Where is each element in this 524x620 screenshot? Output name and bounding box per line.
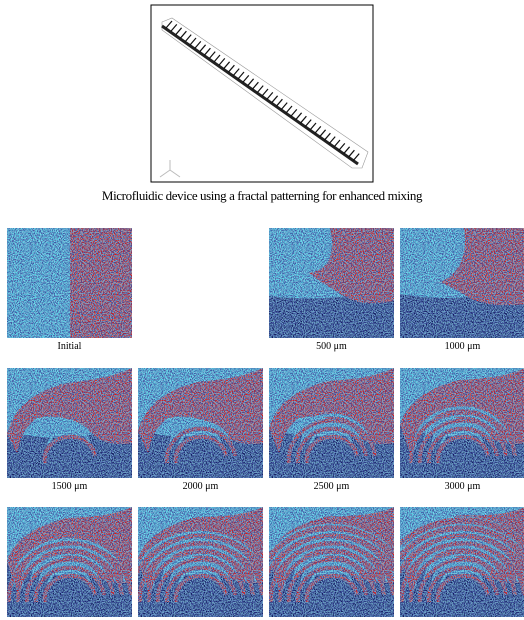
channel-mark: [280, 102, 288, 110]
mixing-panel: [7, 507, 132, 617]
speckle: [400, 228, 524, 338]
panel-image: [138, 368, 263, 478]
device-drawing: [150, 4, 374, 183]
mixing-panel: 1000 μm: [400, 228, 524, 352]
channel-mark: [285, 105, 293, 114]
panel-label: 1500 μm: [52, 481, 88, 492]
channel-mark: [223, 61, 231, 70]
channel-mark: [242, 75, 250, 83]
channel-mark: [175, 27, 183, 36]
mixing-panel: 500 μm: [269, 228, 394, 352]
panel-image: [7, 507, 132, 617]
channel-mark: [319, 129, 327, 138]
speckle: [269, 228, 394, 338]
channel-mark: [304, 119, 312, 127]
panel-image: [400, 228, 524, 338]
panel-image: [138, 507, 263, 617]
channel-mark: [232, 68, 240, 76]
speckle: [138, 507, 263, 617]
mixing-panel: 2500 μm: [269, 368, 394, 492]
panel-image: [7, 228, 132, 338]
channel-mark: [323, 132, 331, 141]
panel-image: [269, 368, 394, 478]
speckle: [269, 368, 394, 478]
speckle: [400, 507, 524, 617]
channel-mark: [199, 44, 207, 53]
panel-label: 2500 μm: [314, 481, 350, 492]
mixing-panel: 2000 μm: [138, 368, 263, 492]
channel-mark: [338, 143, 346, 151]
panel-label: 3000 μm: [445, 481, 481, 492]
mixing-panel: 1500 μm: [7, 368, 132, 492]
channel-mark: [314, 126, 322, 134]
channel-mark: [247, 78, 255, 87]
channel-mark: [290, 109, 298, 117]
channel-mark: [261, 88, 269, 97]
mixing-panel: [400, 507, 524, 617]
channel-mark: [266, 92, 274, 100]
channel-mark: [251, 81, 259, 90]
channel-mark: [237, 71, 245, 80]
channel-mark: [333, 139, 341, 148]
panel-grid: Initial 500 μm 1000 μm 1500 μm 2000 μm 2500 μ…: [7, 228, 524, 617]
channel-mark: [203, 47, 211, 56]
channel-mark: [189, 37, 197, 46]
panel-image: [400, 368, 524, 478]
panel-label: 1000 μm: [445, 341, 481, 352]
channel-mark: [343, 146, 351, 155]
channel-mark: [218, 58, 226, 66]
panel-image: [269, 228, 394, 338]
speckle: [269, 507, 394, 617]
mixing-panel: [138, 507, 263, 617]
channel-mark: [208, 51, 216, 59]
channel-mark: [299, 115, 307, 124]
channel-mark: [352, 153, 360, 161]
channel-mark: [170, 24, 178, 32]
panel-image: [400, 507, 524, 617]
speckle: [138, 368, 263, 478]
mixing-panel: Initial: [7, 228, 132, 352]
channel-mark: [227, 64, 235, 73]
channel-mark: [309, 122, 317, 131]
panel-image: [7, 368, 132, 478]
speckle: [7, 228, 132, 338]
speckle: [7, 507, 132, 617]
channel-mark: [275, 98, 283, 107]
speckle: [400, 368, 524, 478]
caption: Microfluidic device using a fractal patt…: [102, 188, 423, 203]
panel-label: Initial: [58, 341, 82, 352]
channel-mark: [213, 54, 221, 63]
mixing-panel: 3000 μm: [400, 368, 524, 492]
channel-mark: [256, 85, 264, 93]
speckle: [7, 368, 132, 478]
panel-label: 2000 μm: [183, 481, 219, 492]
mixing-panel: [269, 507, 394, 617]
channel-mark: [165, 20, 173, 29]
panel-label: 500 μm: [316, 341, 347, 352]
channel-mark: [347, 149, 355, 158]
channel-mark: [271, 95, 279, 104]
channel-mark: [328, 136, 336, 144]
channel-mark: [295, 112, 303, 121]
channel-mark: [194, 41, 202, 49]
channel-mark: [179, 30, 187, 39]
channel-mark: [184, 34, 192, 42]
panel-image: [269, 507, 394, 617]
